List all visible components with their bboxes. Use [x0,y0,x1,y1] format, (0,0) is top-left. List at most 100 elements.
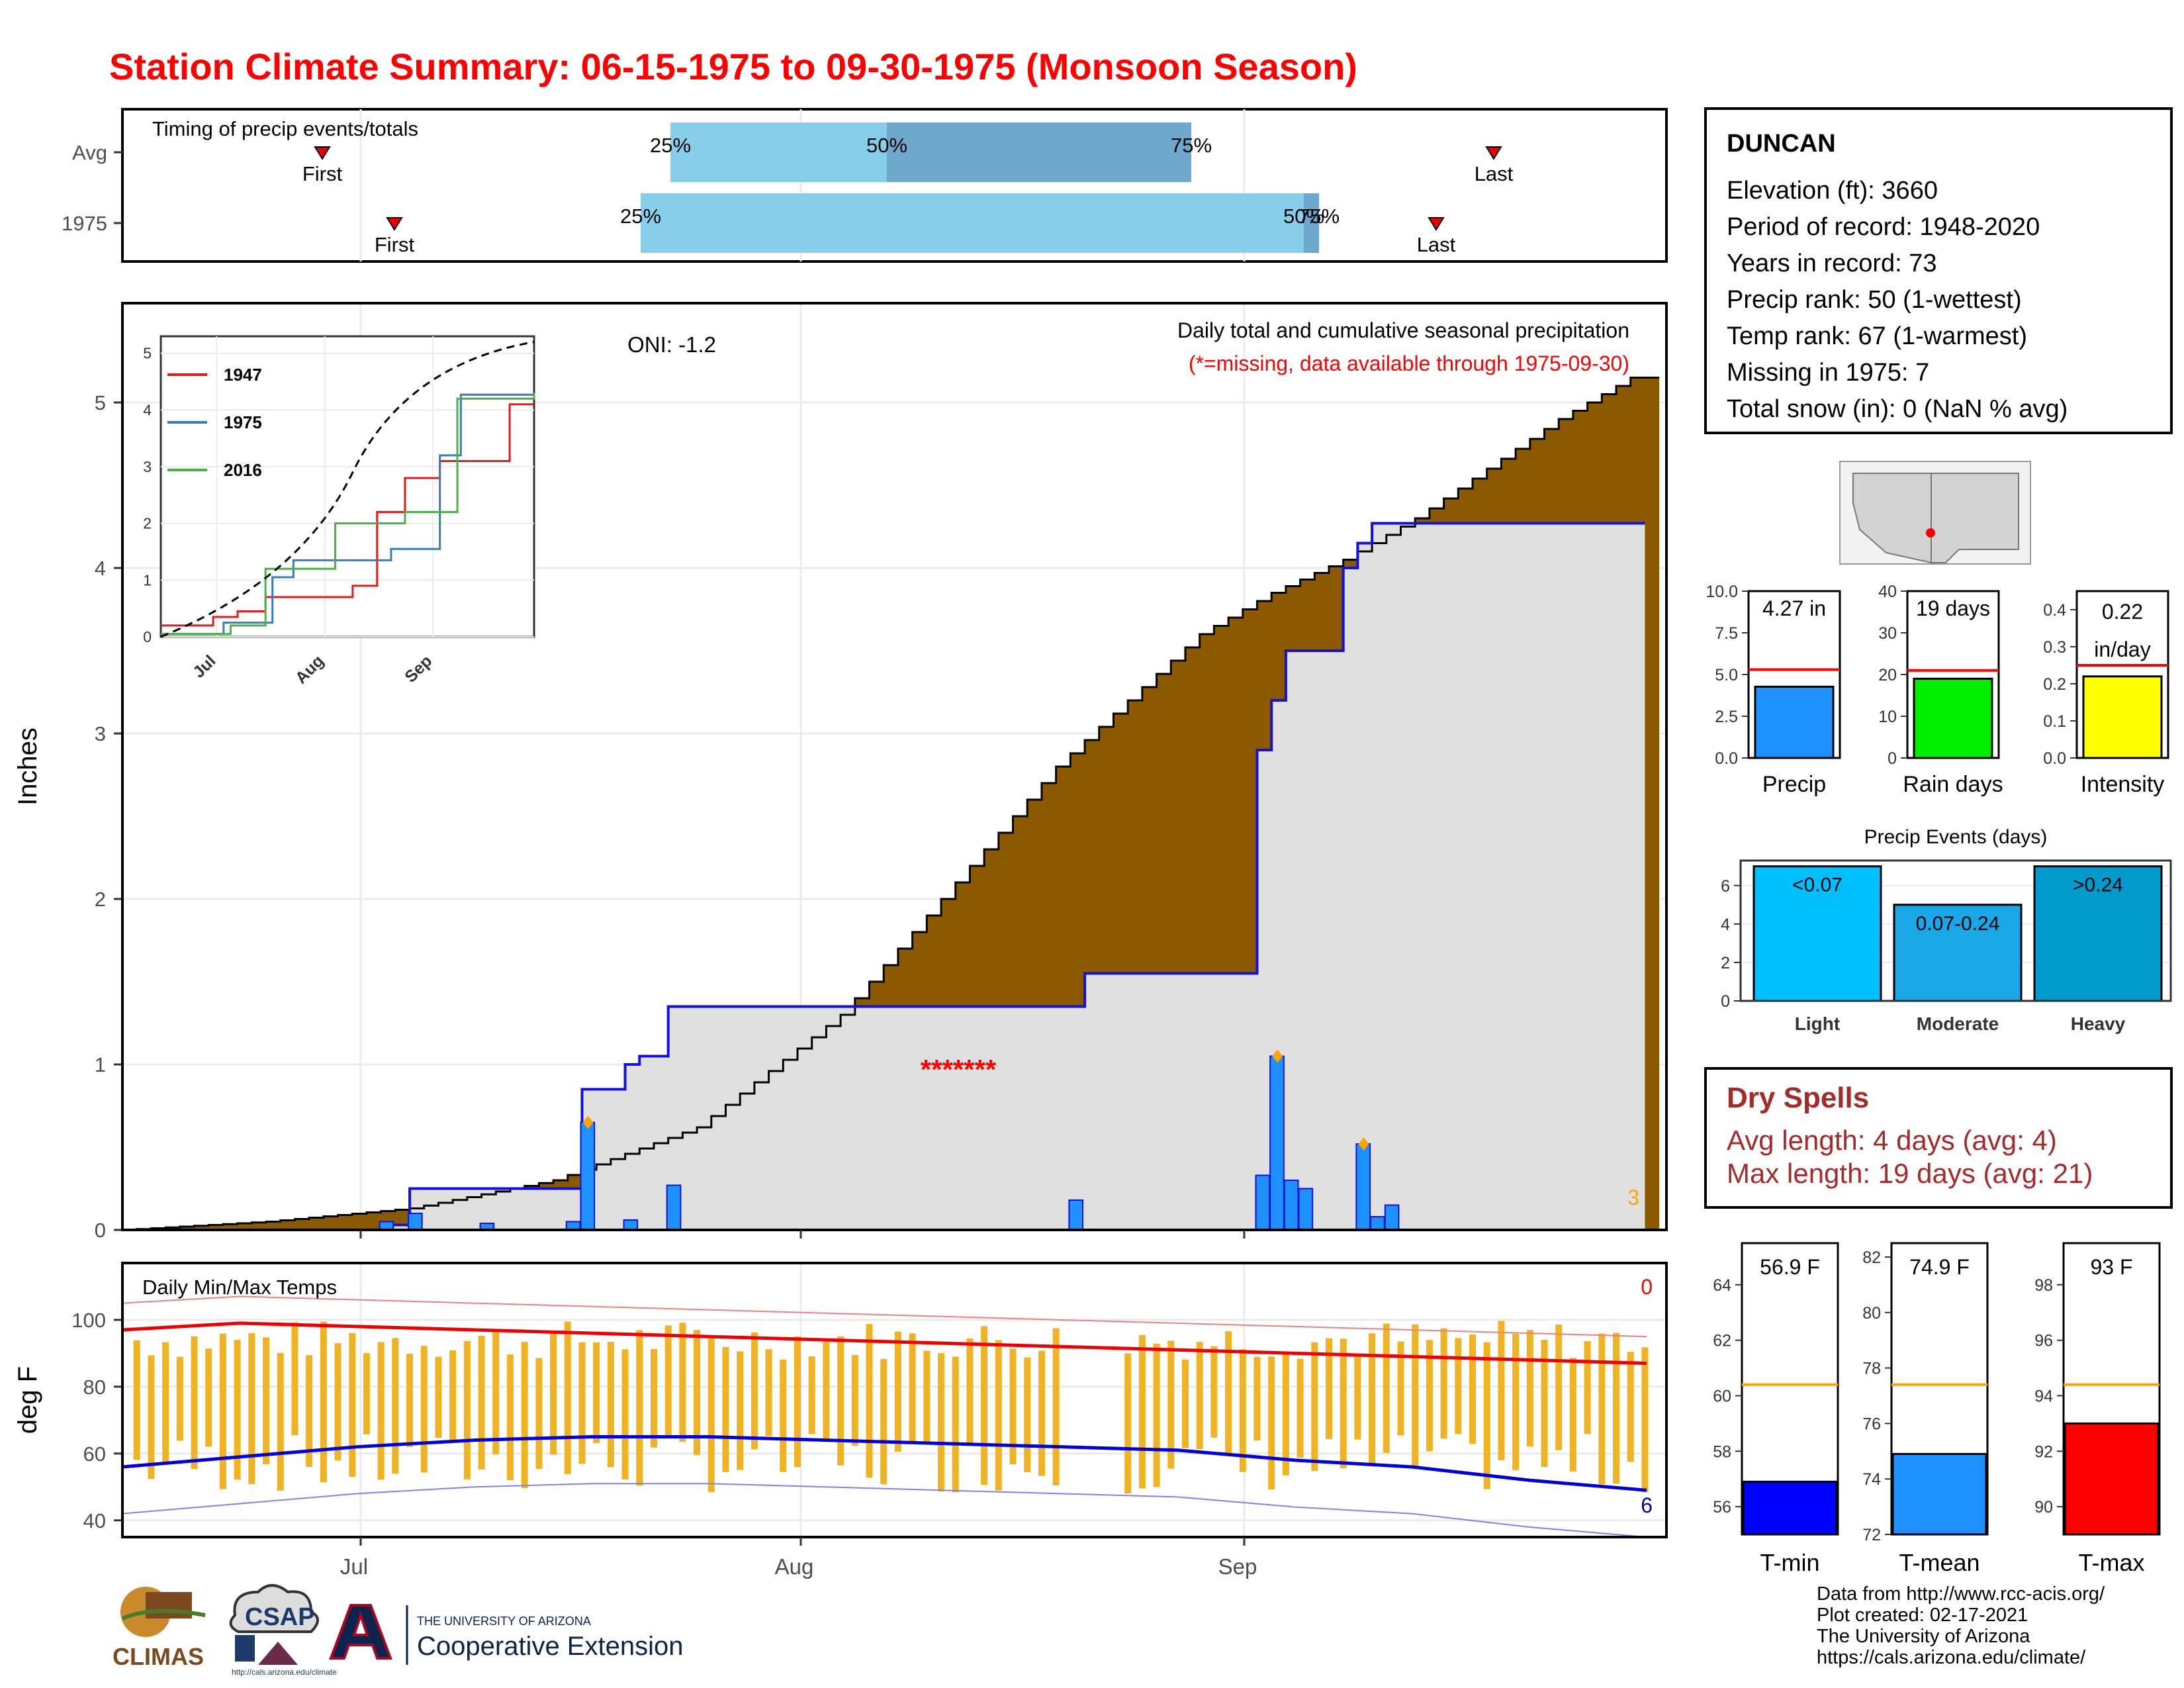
temp-range-bar [909,1333,916,1442]
temp-bar-y-tick-label: 56 [1713,1498,1731,1517]
station-precip-rank: Precip rank: 50 (1-wettest) [1727,286,2022,314]
event-bar-label: >0.24 [2073,874,2123,896]
temp-range-bar [349,1333,356,1477]
temp-bar-value-label: 56.9 F [1760,1255,1820,1279]
inset-avg-line [160,341,535,638]
first-label: First [375,233,415,256]
y-tick-label: 100 [71,1309,106,1332]
mini-y-tick-label: 0.1 [2043,712,2066,731]
missing-asterisks: ******* [921,1054,997,1085]
temp-range-bar [1555,1324,1563,1450]
station-missing: Missing in 1975: 7 [1727,359,1930,387]
temp-range-bar [219,1333,226,1489]
temp-range-bar [506,1354,514,1481]
event-category-label: Heavy [2071,1013,2126,1034]
temp-bar-y-tick-label: 92 [2034,1442,2053,1461]
svg-text:CSAP: CSAP [245,1603,315,1631]
temp-range-bar [1297,1358,1304,1458]
temp-range-bar [248,1333,255,1485]
events-y-tick-label: 6 [1721,877,1730,896]
temp-range-bar [1181,1359,1189,1448]
timing-q25-label: 25% [650,134,691,157]
temp-range-bar [176,1356,183,1441]
credit-line: https://cals.arizona.edu/climate/ [1817,1647,2086,1668]
inset-y-tick-label: 4 [143,401,152,418]
temp-range-bar [492,1329,500,1455]
temp-range-bar [780,1359,787,1472]
temp-bar-y-tick-label: 82 [1862,1248,1881,1267]
temp-bar-y-tick-label: 78 [1862,1360,1881,1378]
precip-header: Daily total and cumulative seasonal prec… [1177,318,1629,342]
temp-range-bar [1009,1348,1017,1464]
temp-bar-y-tick-label: 62 [1713,1332,1731,1350]
mini-y-tick-label: 0.0 [1715,749,1738,768]
temp-range-bar [449,1350,457,1441]
temp-bar [1891,1452,1987,1536]
mini-y-tick-label: 5.0 [1715,666,1738,684]
temp-range-bar [923,1350,931,1444]
event-bar [1752,865,1882,1002]
y-tick-label: 0 [95,1219,106,1242]
temp-range-bar [1124,1353,1132,1494]
temp-range-bar [679,1323,686,1442]
temp-range-bar [1340,1338,1347,1469]
temp-bar-y-tick-label: 64 [1713,1276,1731,1295]
dry-spells-max: Max length: 19 days (avg: 21) [1727,1158,2093,1189]
temp-bar-label: T-min [1760,1549,1820,1576]
temp-bar-y-tick-label: 98 [2034,1276,2053,1295]
temp-range-bar [1383,1323,1390,1453]
timing-q75-label: 75% [1171,134,1212,157]
temp-bar-label: T-mean [1899,1549,1979,1576]
temp-bar-y-tick-label: 60 [1713,1387,1731,1405]
mini-y-tick-label: 2.5 [1715,708,1738,726]
y-axis-title: Inches [13,727,42,806]
temp-range-bar [191,1336,198,1470]
mini-bar-label: Intensity [2081,772,2165,797]
station-snow: Total snow (in): 0 (NaN % avg) [1727,395,2068,423]
events-y-tick-label: 0 [1721,992,1730,1011]
temp-range-bar [1268,1356,1275,1490]
temp-range-bar [1526,1329,1533,1447]
temp-range-bar [334,1343,341,1461]
timing-q50-label: 50% [1283,205,1324,228]
ua-logo: THE UNIVERSITY OF ARIZONA Cooperative Ex… [329,1604,683,1665]
temp-panel-frame [121,1262,1668,1538]
mini-bar-label: Precip [1762,772,1826,797]
temp-range-bar [794,1336,801,1468]
svg-text:http://cals.arizona.edu/climat: http://cals.arizona.edu/climate [232,1667,337,1677]
temp-range-bar [694,1330,701,1456]
temp-range-bar [148,1355,155,1479]
temp-range-bar [377,1342,385,1480]
temp-range-bar [363,1353,370,1434]
temp-range-bar [162,1342,169,1464]
temp-bar-label: T-max [2078,1549,2144,1576]
timing-q25-label: 25% [620,205,661,228]
dry-spells-title: Dry Spells [1727,1082,1870,1114]
temp-title: Daily Min/Max Temps [142,1276,337,1299]
x-tick-label: Sep [1218,1554,1257,1579]
temp-range-bar [621,1349,629,1479]
temp-range-bar [851,1354,858,1446]
temp-range-bar [1138,1335,1146,1489]
temp-range-bar [1253,1356,1261,1441]
station-period: Period of record: 1948-2020 [1727,213,2040,241]
y-tick-label: 3 [95,722,106,745]
event-category-label: Moderate [1917,1013,1999,1034]
timing-bar-q25-q50 [670,122,887,182]
temp-range-bar [406,1354,414,1448]
temp-range-bar [808,1356,815,1434]
timing-row-label: 1975 [62,212,107,235]
csap-logo: CSAP http://cals.arizona.edu/climate [229,1584,337,1677]
station-name: DUNCAN [1727,130,1836,158]
mini-y-tick-label: 7.5 [1715,624,1738,643]
temp-range-bar [263,1337,270,1465]
temp-range-bar [1469,1334,1477,1444]
missing-note: (*=missing, data available through 1975-… [1189,352,1629,375]
svg-text:THE UNIVERSITY OF ARIZONA: THE UNIVERSITY OF ARIZONA [417,1615,591,1628]
temp-range-bar [564,1321,571,1474]
temp-range-bar [1325,1338,1332,1440]
temp-range-bar [650,1349,657,1448]
temp-range-bar [722,1346,729,1472]
max-marker [1358,1137,1369,1150]
temp-range-bar [636,1330,643,1486]
